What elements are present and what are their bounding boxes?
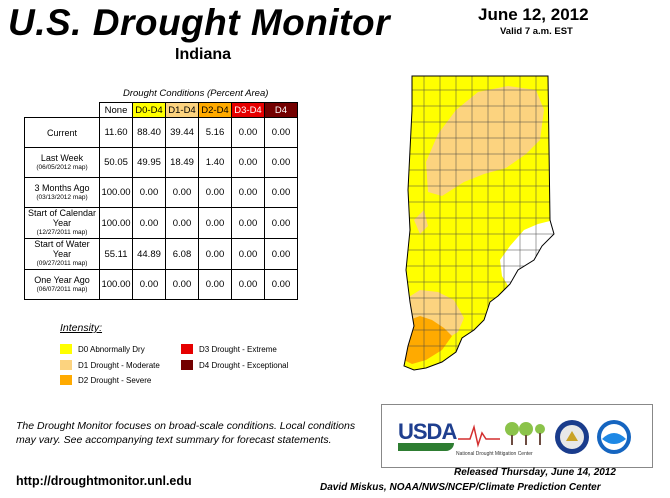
table-row: Current 11.60 88.40 39.44 5.16 0.00 0.00: [24, 117, 298, 148]
table-cell: 0.00: [231, 117, 265, 148]
table-cell: 0.00: [198, 207, 232, 239]
usda-logo-swoosh: [398, 443, 454, 451]
table-cell: 11.60: [99, 117, 133, 148]
row-label: 3 Months Ago (03/13/2012 map): [24, 177, 100, 208]
table-cell: 0.00: [198, 269, 232, 300]
table-cell: 0.00: [264, 207, 298, 239]
indiana-drought-map: [403, 75, 555, 371]
table-cell: 44.89: [132, 238, 166, 270]
col-header-d3-d4: D3-D4: [231, 102, 265, 118]
table-cell: 0.00: [264, 238, 298, 270]
legend-label: D0 Abnormally Dry: [78, 344, 145, 354]
d1-region-west: [414, 210, 428, 234]
table-cell: 0.00: [231, 238, 265, 270]
table-cell: 0.00: [264, 177, 298, 208]
table-cell: 100.00: [99, 207, 133, 239]
page-title: U.S. Drought Monitor: [8, 2, 390, 43]
release-date: Released Thursday, June 14, 2012: [454, 467, 616, 478]
state-outline: [403, 75, 555, 371]
website-link[interactable]: http://droughtmonitor.unl.edu: [16, 474, 192, 488]
row-label: Start of Water Year (09/27/2011 map): [24, 238, 100, 270]
drought-conditions-table: None D0-D4 D1-D4 D2-D4 D3-D4 D4 Current …: [24, 102, 298, 300]
legend-swatch: [181, 344, 193, 354]
legend-item-d1: D1 Drought - Moderate: [60, 360, 160, 370]
legend-label: D2 Drought - Severe: [78, 375, 152, 385]
table-row: Last Week (06/05/2012 map) 50.05 49.95 18…: [24, 147, 298, 178]
table-cell: 0.00: [198, 238, 232, 270]
col-header-d0-d4: D0-D4: [132, 102, 166, 118]
table-cell: 39.44: [165, 117, 199, 148]
table-cell: 6.08: [165, 238, 199, 270]
table-cell: 100.00: [99, 269, 133, 300]
table-cell: 0.00: [231, 177, 265, 208]
legend-label: D3 Drought - Extreme: [199, 344, 277, 354]
legend-item-d0: D0 Abnormally Dry: [60, 344, 145, 354]
table-cell: 0.00: [165, 177, 199, 208]
table-cell: 18.49: [165, 147, 199, 178]
ndmc-logo-text: National Drought Mitigation Center: [456, 451, 533, 457]
col-header-d1-d4: D1-D4: [165, 102, 199, 118]
table-caption: Drought Conditions (Percent Area): [123, 88, 269, 99]
table-row: One Year Ago (06/07/2011 map) 100.00 0.00…: [24, 269, 298, 300]
table-cell: 49.95: [132, 147, 166, 178]
partner-logos: USDA National Drought Mitigation Center: [381, 404, 653, 468]
table-cell: 0.00: [165, 207, 199, 239]
table-cell: 0.00: [231, 269, 265, 300]
table-row: 3 Months Ago (03/13/2012 map) 100.00 0.00…: [24, 177, 298, 208]
state-name: Indiana: [175, 46, 232, 63]
table-cell: 0.00: [264, 117, 298, 148]
table-cell: 50.05: [99, 147, 133, 178]
table-cell: 88.40: [132, 117, 166, 148]
legend-label: D4 Drought - Exceptional: [199, 360, 289, 370]
map-date: June 12, 2012: [478, 5, 589, 24]
table-cell: 0.00: [132, 269, 166, 300]
legend-item-d4: D4 Drought - Exceptional: [181, 360, 288, 370]
table-cell: 0.00: [231, 207, 265, 239]
map-fill-layer: [404, 76, 554, 370]
table-cell: 0.00: [165, 269, 199, 300]
table-cell: 1.40: [198, 147, 232, 178]
noaa-logo-icon: [597, 420, 631, 454]
ndmc-logo-icon: [458, 422, 545, 448]
legend-title: Intensity:: [60, 322, 103, 334]
d1-region-north: [426, 86, 544, 196]
disclaimer-note: The Drought Monitor focuses on broad-sca…: [16, 420, 356, 446]
table-header-row: None D0-D4 D1-D4 D2-D4 D3-D4 D4: [25, 102, 298, 118]
row-label: Current: [24, 117, 100, 148]
legend-item-d3: D3 Drought - Extreme: [181, 344, 277, 354]
legend-item-d2: D2 Drought - Severe: [60, 375, 151, 385]
header-blank-cell: [25, 103, 100, 118]
table-cell: 0.00: [231, 147, 265, 178]
legend-swatch: [60, 344, 72, 354]
table-cell: 5.16: [198, 117, 232, 148]
table-row: Start of Calendar Year (12/27/2011 map) 1…: [24, 207, 298, 239]
row-label: Last Week (06/05/2012 map): [24, 147, 100, 178]
row-label: Start of Calendar Year (12/27/2011 map): [24, 207, 100, 239]
col-header-d4: D4: [264, 102, 298, 118]
legend-swatch: [60, 360, 72, 370]
author-credit: David Miskus, NOAA/NWS/NCEP/Climate Pred…: [320, 482, 601, 493]
col-header-d2-d4: D2-D4: [198, 102, 232, 118]
table-row: Start of Water Year (09/27/2011 map) 55.1…: [24, 238, 298, 270]
legend-swatch: [181, 360, 193, 370]
table-cell: 0.00: [264, 147, 298, 178]
commerce-seal-icon: [555, 420, 589, 454]
valid-time: Valid 7 a.m. EST: [500, 26, 573, 37]
legend-label: D1 Drought - Moderate: [78, 360, 160, 370]
col-header-none: None: [99, 102, 133, 118]
table-cell: 0.00: [132, 177, 166, 208]
table-cell: 0.00: [264, 269, 298, 300]
table-cell: 0.00: [198, 177, 232, 208]
legend-swatch: [60, 375, 72, 385]
row-label: One Year Ago (06/07/2011 map): [24, 269, 100, 300]
table-cell: 100.00: [99, 177, 133, 208]
usda-logo: USDA: [398, 419, 457, 444]
table-cell: 55.11: [99, 238, 133, 270]
table-cell: 0.00: [132, 207, 166, 239]
